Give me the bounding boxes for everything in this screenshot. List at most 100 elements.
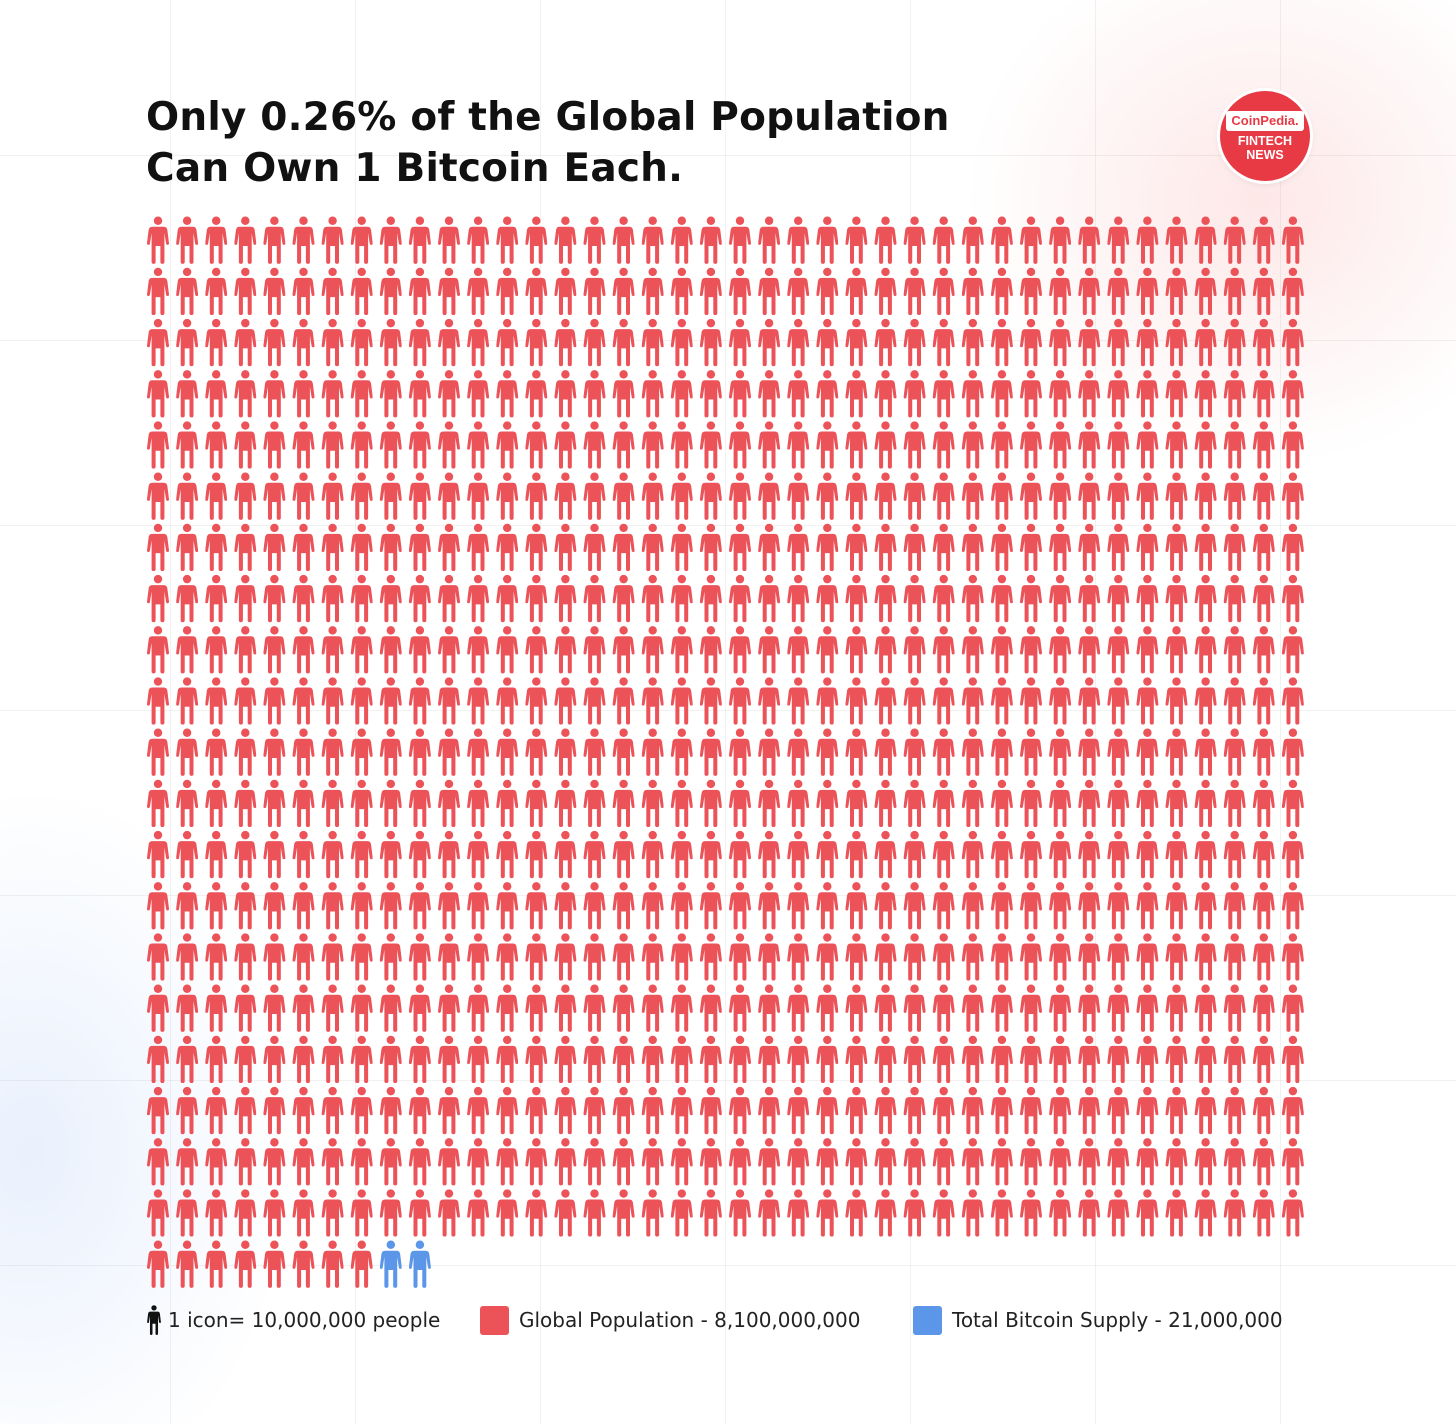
- population-person-icon: [699, 677, 722, 725]
- population-person-icon: [1049, 318, 1072, 367]
- population-person-icon: [496, 626, 519, 674]
- population-person-icon: [641, 267, 664, 316]
- population-person-icon: [874, 318, 897, 367]
- population-person-icon: [1136, 933, 1159, 981]
- population-person-icon: [467, 1086, 490, 1135]
- population-person-icon: [263, 830, 286, 879]
- population-person-icon: [961, 677, 984, 725]
- population-person-icon: [641, 830, 664, 879]
- population-person-icon: [263, 984, 286, 1032]
- population-person-icon: [1020, 984, 1042, 1032]
- population-person-icon: [1049, 933, 1072, 981]
- population-person-icon: [670, 1138, 693, 1186]
- population-person-icon: [670, 523, 693, 572]
- population-person-icon: [1049, 1189, 1072, 1237]
- population-person-icon: [787, 267, 810, 316]
- population-person-icon: [990, 1189, 1013, 1237]
- population-person-icon: [670, 984, 693, 1032]
- population-person-icon: [176, 1035, 199, 1084]
- population-person-icon: [147, 370, 169, 418]
- population-person-icon: [379, 1189, 402, 1237]
- population-person-icon: [408, 1035, 431, 1084]
- population-person-icon: [205, 882, 228, 930]
- population-person-icon: [438, 216, 460, 264]
- population-person-icon: [234, 421, 257, 469]
- population-person-icon: [1136, 830, 1159, 879]
- population-person-icon: [874, 1189, 897, 1237]
- population-person-icon: [525, 472, 548, 520]
- population-person-icon: [1136, 216, 1159, 264]
- population-person-icon: [816, 1086, 839, 1135]
- population-person-icon: [932, 318, 955, 367]
- population-person-icon: [961, 472, 984, 520]
- population-person-icon: [932, 523, 955, 572]
- population-person-icon: [1020, 779, 1042, 828]
- population-person-icon: [1194, 216, 1217, 264]
- population-person-icon: [1252, 728, 1275, 776]
- population-person-icon: [205, 216, 228, 264]
- population-person-icon: [1223, 1138, 1246, 1186]
- population-person-icon: [321, 318, 344, 367]
- population-person-icon: [845, 1138, 868, 1186]
- population-person-icon: [583, 1189, 606, 1237]
- population-person-icon: [1107, 984, 1130, 1032]
- population-person-icon: [1194, 626, 1217, 674]
- population-person-icon: [1078, 626, 1101, 674]
- population-person-icon: [496, 216, 519, 264]
- population-person-icon: [1020, 370, 1042, 418]
- population-person-icon: [758, 1138, 781, 1186]
- population-person-icon: [1107, 267, 1130, 316]
- population-person-icon: [1165, 523, 1188, 572]
- population-person-icon: [525, 728, 548, 776]
- population-person-icon: [467, 882, 490, 930]
- population-person-icon: [176, 1138, 199, 1186]
- population-person-icon: [467, 574, 490, 623]
- population-person-icon: [408, 728, 431, 776]
- population-person-icon: [961, 882, 984, 930]
- population-person-icon: [699, 779, 722, 828]
- population-person-icon: [1020, 677, 1042, 725]
- population-person-icon: [1020, 1138, 1042, 1186]
- population-person-icon: [990, 882, 1013, 930]
- population-person-icon: [641, 1086, 664, 1135]
- population-person-icon: [816, 370, 839, 418]
- population-person-icon: [263, 779, 286, 828]
- population-person-icon: [292, 779, 315, 828]
- population-person-icon: [903, 779, 926, 828]
- population-person-icon: [729, 1138, 751, 1186]
- population-person-icon: [408, 318, 431, 367]
- population-person-icon: [816, 830, 839, 879]
- population-person-icon: [758, 626, 781, 674]
- population-person-icon: [525, 1086, 548, 1135]
- population-person-icon: [583, 267, 606, 316]
- population-person-icon: [961, 1189, 984, 1237]
- population-person-icon: [758, 933, 781, 981]
- population-person-icon: [670, 830, 693, 879]
- population-person-icon: [990, 318, 1013, 367]
- population-person-icon: [1165, 830, 1188, 879]
- population-person-icon: [263, 421, 286, 469]
- population-person-icon: [1194, 421, 1217, 469]
- population-person-icon: [1165, 421, 1188, 469]
- population-person-icon: [758, 779, 781, 828]
- population-person-icon: [1165, 370, 1188, 418]
- population-person-icon: [1078, 1035, 1101, 1084]
- population-person-icon: [1223, 1035, 1246, 1084]
- population-person-icon: [321, 1240, 344, 1288]
- population-person-icon: [990, 523, 1013, 572]
- population-person-icon: [1252, 677, 1275, 725]
- population-person-icon: [205, 779, 228, 828]
- population-person-icon: [990, 421, 1013, 469]
- population-person-icon: [1252, 523, 1275, 572]
- population-person-icon: [1194, 882, 1217, 930]
- population-person-icon: [350, 216, 373, 264]
- population-person-icon: [408, 574, 431, 623]
- population-person-icon: [292, 1035, 315, 1084]
- population-person-icon: [525, 523, 548, 572]
- population-person-icon: [787, 472, 810, 520]
- bitcoin-person-icon: [379, 1240, 402, 1288]
- population-person-icon: [845, 216, 868, 264]
- population-person-icon: [612, 1189, 635, 1237]
- population-person-icon: [467, 677, 490, 725]
- population-person-icon: [467, 984, 490, 1032]
